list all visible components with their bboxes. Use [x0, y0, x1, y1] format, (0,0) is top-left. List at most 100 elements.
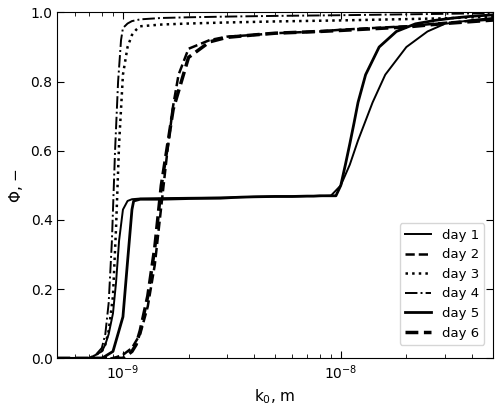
day 6	[124, 352, 130, 357]
day 5	[129, 207, 135, 212]
Line: day 6: day 6	[58, 20, 493, 358]
day 4	[272, 14, 278, 19]
day 5	[137, 197, 143, 202]
day 2	[145, 304, 151, 309]
day 5	[412, 21, 418, 26]
day 2	[251, 33, 257, 38]
day 6	[490, 18, 496, 23]
day 1	[54, 356, 60, 361]
day 3	[442, 16, 448, 21]
day 2	[54, 356, 60, 361]
day 4	[86, 356, 92, 361]
day 2	[86, 356, 92, 361]
day 4	[115, 79, 121, 84]
day 3	[113, 224, 119, 229]
day 5	[432, 18, 438, 23]
day 3	[224, 20, 230, 25]
day 1	[290, 194, 296, 199]
day 5	[490, 12, 496, 17]
day 6	[120, 356, 126, 361]
day 3	[54, 356, 60, 361]
day 5	[238, 195, 244, 199]
day 5	[316, 193, 322, 198]
day 5	[130, 199, 136, 204]
day 1	[137, 196, 143, 201]
day 5	[376, 45, 382, 50]
day 5	[120, 314, 126, 319]
day 2	[158, 204, 164, 209]
day 1	[328, 193, 334, 198]
day 1	[116, 238, 122, 243]
day 3	[272, 19, 278, 24]
day 2	[120, 352, 126, 357]
Line: day 5: day 5	[58, 15, 493, 358]
day 2	[176, 72, 182, 77]
day 2	[152, 263, 158, 268]
Line: day 2: day 2	[58, 19, 493, 358]
day 1	[238, 195, 244, 199]
Line: day 4: day 4	[58, 13, 493, 358]
day 1	[316, 194, 322, 199]
day 3	[338, 18, 344, 23]
day 4	[124, 21, 130, 26]
day 3	[186, 21, 192, 26]
day 2	[490, 17, 496, 22]
day 1	[382, 72, 388, 77]
day 5	[333, 193, 339, 198]
day 5	[355, 100, 361, 105]
day 4	[137, 17, 143, 22]
day 3	[116, 141, 122, 146]
day 1	[102, 342, 108, 347]
day 2	[338, 27, 344, 32]
day 5	[450, 16, 456, 21]
day 5	[342, 162, 348, 167]
day 1	[404, 45, 409, 50]
day 2	[99, 356, 105, 361]
day 4	[120, 26, 126, 31]
day 4	[54, 356, 60, 361]
day 3	[158, 22, 164, 27]
day 3	[124, 45, 130, 50]
day 2	[206, 38, 212, 43]
day 4	[129, 19, 135, 24]
day 6	[129, 349, 135, 354]
day 3	[99, 349, 105, 354]
day 4	[442, 11, 448, 16]
day 6	[54, 356, 60, 361]
day 1	[355, 138, 361, 143]
day 1	[251, 195, 257, 199]
day 4	[112, 148, 118, 153]
day 1	[129, 197, 135, 202]
Y-axis label: $\Phi$, $-$: $\Phi$, $-$	[7, 168, 25, 203]
day 1	[304, 194, 310, 199]
day 3	[129, 33, 135, 38]
day 5	[338, 183, 344, 188]
day 5	[362, 72, 368, 77]
day 1	[124, 199, 130, 204]
day 1	[347, 162, 353, 167]
day 5	[322, 193, 328, 198]
X-axis label: k$_0$, m: k$_0$, m	[254, 387, 296, 406]
day 4	[490, 11, 496, 16]
day 1	[99, 349, 105, 354]
day 2	[137, 332, 143, 337]
day 1	[113, 280, 119, 285]
day 2	[442, 20, 448, 25]
day 5	[110, 349, 116, 354]
day 2	[164, 148, 170, 153]
day 1	[86, 356, 92, 361]
day 6	[404, 24, 409, 29]
day 5	[230, 195, 236, 200]
Line: day 1: day 1	[58, 18, 493, 358]
day 3	[86, 356, 92, 361]
day 3	[137, 24, 143, 29]
day 6	[170, 107, 176, 112]
day 5	[218, 196, 224, 201]
day 5	[124, 259, 130, 264]
day 1	[158, 196, 164, 201]
day 1	[370, 100, 376, 105]
day 5	[272, 194, 278, 199]
day 1	[72, 356, 78, 361]
day 5	[304, 194, 310, 199]
day 2	[110, 356, 116, 361]
